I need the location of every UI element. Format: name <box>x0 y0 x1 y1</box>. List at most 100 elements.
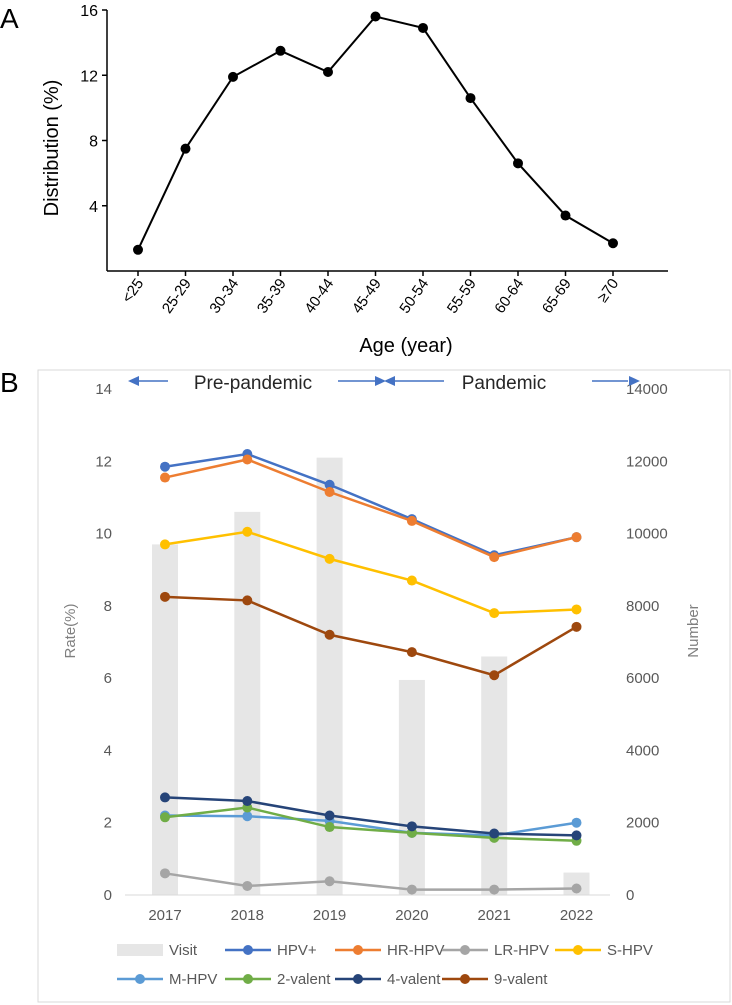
panel-a-y-tick-label: 12 <box>80 68 98 85</box>
panel-a-point <box>513 158 523 169</box>
series-point <box>242 526 253 537</box>
panel-b-right-tick-label: 14000 <box>626 381 668 398</box>
pre-pandemic-label: Pre-pandemic <box>194 373 312 394</box>
series-point <box>160 868 170 879</box>
series-point <box>160 812 170 823</box>
panel-a-point <box>465 93 476 104</box>
panel-b-left-y-ticks: 0 2 4 6 8 10 12 14 <box>95 381 112 904</box>
panel-a-y-tick-label: 4 <box>89 199 98 216</box>
panel-b-x-tick-label: 2020 <box>395 907 428 924</box>
panel-b-left-tick-label: 6 <box>104 670 112 687</box>
series-point <box>324 553 335 564</box>
series-line <box>164 595 578 677</box>
visit-bar <box>152 544 178 895</box>
series-hr-hpv <box>160 454 582 563</box>
series-2-valent <box>160 802 582 846</box>
panel-a-point <box>133 244 143 255</box>
series-point <box>571 621 582 632</box>
series-point <box>242 811 253 822</box>
panel-b-x-tick-label: 2017 <box>148 907 181 924</box>
period-arrowhead <box>375 376 386 386</box>
panel-a-x-tick-label: 35-39 <box>254 276 290 317</box>
legend-item: Visit <box>117 942 198 959</box>
legend-item: 2-valent <box>225 971 331 988</box>
series-point <box>571 604 582 615</box>
legend-label: Visit <box>169 942 198 959</box>
panel-b-left-tick-label: 4 <box>104 742 112 759</box>
legend-label: HR-HPV <box>387 942 445 959</box>
legend-marker <box>353 945 363 955</box>
panel-b-legend: Visit HPV+ HR-HPV LR-HPV S-HPV M-HPV 2-valent 4… <box>117 942 653 988</box>
series-line <box>164 806 577 843</box>
legend-marker <box>353 974 363 984</box>
panel-a-x-tick-label: 60-64 <box>491 276 527 317</box>
series-point <box>571 830 582 841</box>
panel-b-left-tick-label: 14 <box>95 381 112 398</box>
panel-a-x-ticks: <25 25-29 30-34 35-39 40-44 45-49 50-54 55-59 60… <box>119 271 622 317</box>
panel-a-x-tick-label: <25 <box>119 276 148 307</box>
legend-item: 9-valent <box>442 971 548 988</box>
panel-a-point <box>323 66 333 77</box>
series-line <box>164 872 577 891</box>
legend-item: HR-HPV <box>335 942 445 959</box>
series-line <box>164 814 577 837</box>
series-point <box>571 883 582 894</box>
legend-item: M-HPV <box>117 971 217 988</box>
series-point <box>406 647 417 658</box>
legend-item: HPV+ <box>225 942 317 959</box>
legend-item: S-HPV <box>555 942 653 959</box>
series-point <box>324 822 335 833</box>
panel-a-x-tick-label: 50-54 <box>396 276 432 317</box>
panel-a-points <box>133 11 618 255</box>
panel-a-y-tick-label: 8 <box>89 134 98 151</box>
series-point <box>324 487 335 498</box>
panel-a-x-tick-label: 55-59 <box>444 276 480 317</box>
legend-swatch <box>117 944 163 956</box>
series-4-valent <box>160 792 582 841</box>
legend-label: 2-valent <box>277 971 331 988</box>
series-point <box>160 461 170 472</box>
series-point <box>489 828 500 839</box>
panel-a-x-tick-label: 45-49 <box>349 276 385 317</box>
panel-b-right-tick-label: 0 <box>626 887 634 904</box>
legend-marker <box>135 974 145 984</box>
series-point <box>406 515 417 526</box>
period-arrowhead <box>128 376 139 386</box>
panel-a-label: A <box>0 3 19 34</box>
series-s-hpv <box>160 526 582 619</box>
pandemic-label: Pandemic <box>462 373 547 394</box>
series-line <box>164 452 577 557</box>
legend-marker <box>460 945 470 955</box>
series-point <box>324 876 335 887</box>
panel-a-y-tick-label: 16 <box>80 3 98 20</box>
panel-a-y-ticks: 4 8 12 16 <box>80 3 107 216</box>
series-point <box>406 821 417 832</box>
series-point <box>489 884 500 895</box>
panel-b-x-tick-label: 2021 <box>478 907 511 924</box>
panel-a-point <box>418 22 428 33</box>
series-point <box>160 591 170 602</box>
series-point <box>571 817 582 828</box>
panel-b-label: B <box>0 367 19 398</box>
series-point <box>242 880 253 891</box>
panel-a-series-line <box>137 15 614 251</box>
panel-a-x-tick-label: 25-29 <box>159 276 195 317</box>
series-line <box>164 458 577 559</box>
visit-bar <box>398 679 425 895</box>
panel-b-right-y-ticks: 0 2000 4000 6000 8000 10000 12000 14000 <box>626 381 668 904</box>
panel-a-x-tick-label: 30-34 <box>206 276 242 317</box>
visit-bar <box>234 511 261 895</box>
series-point <box>406 575 417 586</box>
legend-label: 9-valent <box>494 971 548 988</box>
series-point <box>160 792 170 803</box>
series-point <box>160 539 170 550</box>
panel-a-x-axis-title: Age (year) <box>359 335 452 357</box>
panel-b-x-ticks: 2017 2018 2019 2020 2021 2022 <box>148 907 593 924</box>
series-point <box>324 810 335 821</box>
panel-b-x-tick-label: 2022 <box>560 907 593 924</box>
panel-b-right-tick-label: 10000 <box>626 526 668 543</box>
panel-b-left-tick-label: 2 <box>104 815 112 832</box>
legend-label: M-HPV <box>169 971 217 988</box>
